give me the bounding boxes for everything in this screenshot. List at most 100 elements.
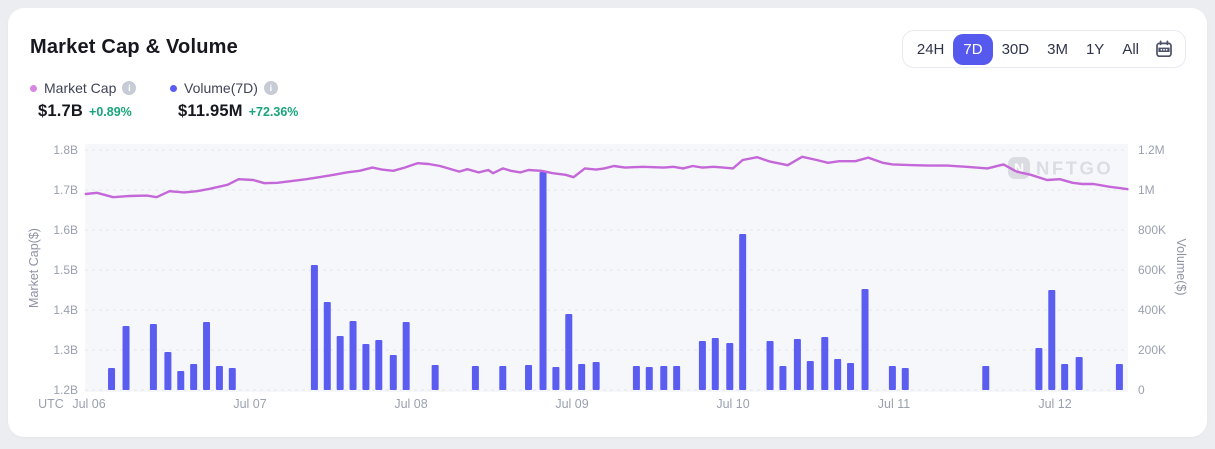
y-tick-left: 1.7B	[53, 183, 78, 197]
timezone-label: UTC	[38, 397, 64, 411]
volume-bar[interactable]	[203, 322, 211, 390]
chart-canvas[interactable]: 1.8B 1.2M 1.7B 1M 1.6B 800K 1.5B 600K 1.4B 400K 1.…	[8, 140, 1207, 432]
volume-bar[interactable]	[779, 366, 787, 390]
volume-bar[interactable]	[726, 343, 734, 390]
volume-bar[interactable]	[164, 352, 172, 390]
range-button-1y[interactable]: 1Y	[1077, 36, 1113, 63]
y-tick-right: 0	[1138, 383, 1145, 397]
volume-bar[interactable]	[834, 359, 842, 390]
volume-bar[interactable]	[592, 362, 600, 390]
range-selector: 24H 7D 30D 3M 1Y All	[901, 30, 1186, 68]
volume-bar[interactable]	[431, 365, 439, 390]
volume-bar[interactable]	[698, 341, 706, 390]
volume-bar[interactable]	[739, 234, 747, 390]
y-tick-right: 1M	[1138, 183, 1155, 197]
market-cap-volume-card: Market Cap & Volume Market Cap i $1.7B +…	[8, 8, 1207, 437]
volume-bar[interactable]	[578, 364, 586, 390]
page-title: Market Cap & Volume	[30, 36, 238, 58]
y-tick-right: 800K	[1138, 223, 1166, 237]
volume-bar[interactable]	[901, 368, 909, 390]
volume-bar[interactable]	[1115, 364, 1123, 390]
y-tick-left: 1.4B	[53, 303, 78, 317]
volume-bar[interactable]	[499, 366, 507, 390]
volume-bar[interactable]	[982, 366, 990, 390]
volume-bar[interactable]	[821, 337, 829, 390]
volume-bar[interactable]	[525, 365, 533, 390]
market-cap-label: Market Cap	[44, 80, 117, 96]
volume-bar[interactable]	[402, 322, 410, 390]
calendar-icon	[1156, 40, 1172, 58]
volume-bar[interactable]	[149, 324, 157, 390]
volume-label: Volume(7D)	[184, 80, 258, 96]
y-tick-right: 600K	[1138, 263, 1166, 277]
left-axis-title: Market Cap($)	[27, 228, 41, 308]
volume-bar[interactable]	[1061, 364, 1069, 390]
volume-bar[interactable]	[766, 341, 774, 390]
volume-bar[interactable]	[847, 363, 855, 390]
volume-bar[interactable]	[711, 338, 719, 390]
legend-volume: Volume(7D) i $11.95M +72.36%	[170, 79, 298, 121]
market-cap-value: $1.7B	[38, 102, 84, 120]
y-tick-left: 1.2B	[53, 383, 78, 397]
volume-change: +72.36%	[248, 105, 299, 119]
volume-bar[interactable]	[888, 366, 896, 390]
right-axis-title: Volume($)	[1174, 239, 1188, 296]
y-tick-left: 1.6B	[53, 223, 78, 237]
volume-bar[interactable]	[108, 368, 116, 390]
volume-bar[interactable]	[228, 368, 236, 390]
volume-bar[interactable]	[336, 336, 344, 390]
volume-bar[interactable]	[793, 339, 801, 390]
volume-bar[interactable]	[471, 366, 479, 390]
x-tick: Jul 09	[555, 397, 588, 411]
range-button-all[interactable]: All	[1113, 36, 1148, 63]
volume-bar[interactable]	[177, 371, 185, 390]
market-cap-line	[84, 155, 1129, 199]
range-button-24h[interactable]: 24H	[908, 36, 954, 63]
volume-bar[interactable]	[861, 289, 869, 390]
range-button-30d[interactable]: 30D	[993, 36, 1039, 63]
volume-bar[interactable]	[310, 265, 318, 390]
volume-bar[interactable]	[565, 314, 573, 390]
calendar-button[interactable]	[1148, 34, 1180, 64]
volume-bar[interactable]	[1048, 290, 1056, 390]
volume-bar[interactable]	[375, 340, 383, 390]
volume-bar[interactable]	[349, 321, 357, 390]
range-button-7d[interactable]: 7D	[953, 33, 993, 65]
info-icon-volume[interactable]: i	[263, 81, 278, 95]
market-cap-dot	[30, 84, 37, 92]
x-tick: Jul 11	[878, 397, 910, 411]
legend-market-cap: Market Cap i $1.7B +0.89%	[30, 79, 137, 121]
volume-bar[interactable]	[632, 366, 640, 390]
volume-bar[interactable]	[539, 172, 547, 390]
volume-bar[interactable]	[362, 344, 370, 390]
y-tick-left: 1.8B	[53, 143, 78, 157]
volume-bar[interactable]	[673, 366, 681, 390]
volume-bar[interactable]	[323, 302, 331, 390]
x-tick: Jul 06	[72, 397, 105, 411]
volume-bar[interactable]	[806, 361, 814, 390]
nftgo-watermark-text: NFTGO	[1036, 158, 1113, 179]
y-tick-right: 1.2M	[1138, 143, 1165, 157]
range-button-3m[interactable]: 3M	[1038, 36, 1077, 63]
volume-bar[interactable]	[660, 366, 668, 390]
volume-bar[interactable]	[215, 366, 223, 390]
y-tick-right: 200K	[1138, 343, 1166, 357]
nftgo-logo-letter: N	[1014, 160, 1024, 176]
volume-value: $11.95M	[178, 102, 243, 120]
x-tick: Jul 08	[394, 397, 427, 411]
x-tick: Jul 12	[1038, 397, 1071, 411]
market-cap-change: +0.89%	[89, 105, 132, 119]
volume-bar[interactable]	[1035, 348, 1043, 390]
volume-bar[interactable]	[1075, 357, 1083, 390]
volume-bar[interactable]	[122, 326, 130, 390]
plot-area[interactable]	[85, 144, 1128, 392]
x-tick: Jul 07	[233, 397, 266, 411]
y-tick-right: 400K	[1138, 303, 1166, 317]
info-icon-market-cap[interactable]: i	[122, 81, 137, 95]
volume-bar[interactable]	[389, 355, 397, 390]
volume-dot	[170, 84, 177, 92]
volume-bar[interactable]	[190, 364, 198, 390]
x-tick: Jul 10	[716, 397, 749, 411]
volume-bar[interactable]	[645, 367, 653, 390]
volume-bar[interactable]	[552, 367, 560, 390]
